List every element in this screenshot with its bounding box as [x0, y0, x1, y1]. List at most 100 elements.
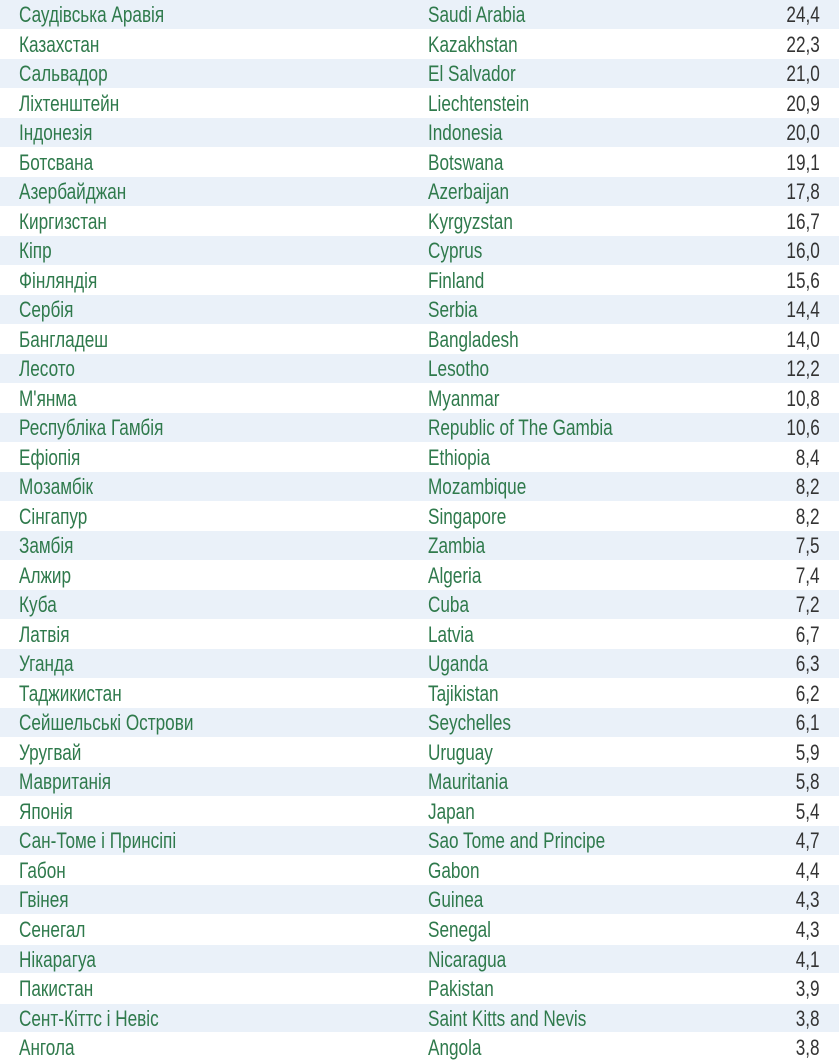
country-name-en: Lesotho: [428, 356, 490, 382]
country-name-ua: Республіка Гамбія: [19, 415, 164, 441]
value-cell: 8,4: [796, 444, 820, 470]
value-cell: 6,1: [796, 710, 820, 736]
value-cell: 3,9: [796, 976, 820, 1002]
table-row: Ліхтенштейн Liechtenstein 20,9: [0, 89, 839, 119]
country-name-ua: Сент-Кіттс і Невіс: [19, 1005, 159, 1031]
country-name-en: Mozambique: [428, 474, 527, 500]
country-name-en: Japan: [428, 798, 475, 824]
country-name-ua: Сан-Томе і Принсіпі: [19, 828, 177, 854]
country-name-ua: Сейшельські Острови: [19, 710, 194, 736]
value-cell: 7,5: [796, 533, 820, 559]
country-name-ua: Сербія: [19, 297, 74, 323]
country-name-ua: Алжир: [19, 562, 72, 588]
value-cell: 4,4: [796, 857, 820, 883]
country-name-ua: Азербайджан: [19, 179, 127, 205]
country-name-en: Saudi Arabia: [428, 2, 526, 27]
value-cell: 16,7: [786, 208, 820, 234]
value-cell: 3,8: [796, 1035, 820, 1061]
value-cell: 10,8: [786, 385, 820, 411]
table-row: Мавританія Mauritania 5,8: [0, 767, 839, 797]
value-cell: 15,6: [786, 267, 820, 293]
country-name-en: Singapore: [428, 503, 507, 529]
country-name-en: Zambia: [428, 533, 486, 559]
country-name-en: Sao Tome and Principe: [428, 828, 606, 854]
value-cell: 4,1: [796, 946, 820, 972]
country-name-ua: М'янма: [19, 385, 77, 411]
country-name-ua: Таджикистан: [19, 680, 122, 706]
country-name-en: Latvia: [428, 621, 474, 647]
value-cell: 4,7: [796, 828, 820, 854]
value-cell: 8,2: [796, 474, 820, 500]
country-name-en: Mauritania: [428, 769, 509, 795]
value-cell: 4,3: [796, 887, 820, 913]
value-cell: 4,3: [796, 916, 820, 942]
table-row: Сан-Томе і Принсіпі Sao Tome and Principe…: [0, 826, 839, 856]
value-cell: 14,0: [786, 326, 820, 352]
country-name-en: Pakistan: [428, 976, 494, 1002]
country-name-en: Senegal: [428, 916, 491, 942]
table-row: Ефіопія Ethiopia 8,4: [0, 443, 839, 473]
country-name-ua: Японія: [19, 798, 73, 824]
value-cell: 5,4: [796, 798, 820, 824]
country-name-en: Indonesia: [428, 120, 503, 146]
country-name-ua: Індонезія: [19, 120, 93, 146]
table-row: М'янма Myanmar 10,8: [0, 384, 839, 414]
table-row: Латвія Latvia 6,7: [0, 620, 839, 650]
table-row: Сербія Serbia 14,4: [0, 295, 839, 325]
country-name-ua: Саудівська Аравія: [19, 2, 165, 27]
table-row: Кіпр Cyprus 16,0: [0, 236, 839, 266]
table-row: Сальвадор El Salvador 21,0: [0, 59, 839, 89]
table-row: Сенегал Senegal 4,3: [0, 915, 839, 945]
table-row: Сінгапур Singapore 8,2: [0, 502, 839, 532]
country-name-ua: Замбія: [19, 533, 74, 559]
country-name-ua: Гвінея: [19, 887, 69, 913]
country-name-en: Botswana: [428, 149, 504, 175]
country-name-en: Cyprus: [428, 238, 483, 264]
value-cell: 8,2: [796, 503, 820, 529]
table-row: Киргизстан Kyrgyzstan 16,7: [0, 207, 839, 237]
table-row: Індонезія Indonesia 20,0: [0, 118, 839, 148]
country-name-en: Uruguay: [428, 739, 493, 765]
value-cell: 21,0: [786, 61, 820, 87]
country-name-ua: Казахстан: [19, 31, 100, 57]
country-name-en: Seychelles: [428, 710, 511, 736]
value-cell: 6,2: [796, 680, 820, 706]
table-row: Лесото Lesotho 12,2: [0, 354, 839, 384]
value-cell: 20,9: [786, 90, 820, 116]
country-name-ua: Бангладеш: [19, 326, 109, 352]
value-cell: 7,4: [796, 562, 820, 588]
value-cell: 12,2: [786, 356, 820, 382]
country-name-ua: Киргизстан: [19, 208, 107, 234]
country-name-en: Republic of The Gambia: [428, 415, 613, 441]
country-name-en: El Salvador: [428, 61, 516, 87]
table-row: Сент-Кіттс і Невіс Saint Kitts and Nevis 3…: [0, 1003, 839, 1034]
country-name-en: Myanmar: [428, 385, 500, 411]
country-name-ua: Сальвадор: [19, 61, 108, 87]
country-name-ua: Кіпр: [19, 238, 52, 264]
value-cell: 5,9: [796, 739, 820, 765]
country-name-ua: Нікарагуа: [19, 946, 96, 972]
country-name-ua: Сінгапур: [19, 503, 88, 529]
table-row: Сейшельські Острови Seychelles 6,1: [0, 708, 839, 738]
country-name-en: Kyrgyzstan: [428, 208, 513, 234]
country-name-ua: Мозамбік: [19, 474, 94, 500]
country-name-ua: Фінляндія: [19, 267, 98, 293]
country-name-ua: Ліхтенштейн: [19, 90, 120, 116]
table-row: Алжир Algeria 7,4: [0, 561, 839, 591]
value-cell: 6,3: [796, 651, 820, 677]
table-row: Ботсвана Botswana 19,1: [0, 148, 839, 178]
country-name-ua: Мавританія: [19, 769, 112, 795]
table-row: Таджикистан Tajikistan 6,2: [0, 679, 839, 709]
country-name-en: Nicaragua: [428, 946, 507, 972]
country-name-ua: Уругвай: [19, 739, 82, 765]
table-row: Уганда Uganda 6,3: [0, 649, 839, 679]
country-name-ua: Латвія: [19, 621, 70, 647]
country-name-ua: Куба: [19, 592, 57, 618]
table-row: Бангладеш Bangladesh 14,0: [0, 325, 839, 355]
value-cell: 6,7: [796, 621, 820, 647]
country-name-ua: Сенегал: [19, 916, 86, 942]
country-name-en: Uganda: [428, 651, 489, 677]
value-cell: 5,8: [796, 769, 820, 795]
table-row: Гвінея Guinea 4,3: [0, 885, 839, 915]
